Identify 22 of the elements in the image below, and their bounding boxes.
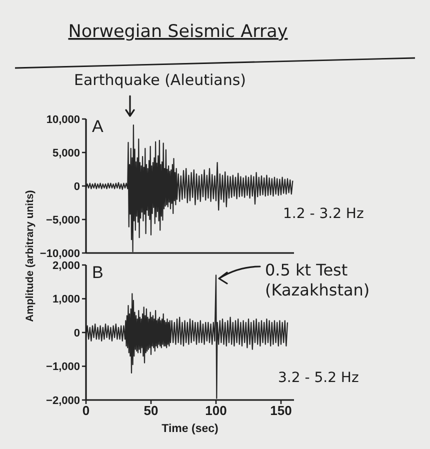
y-tick-label: 5,000 bbox=[52, 147, 80, 160]
x-tick-label: 150 bbox=[270, 403, 292, 418]
x-tick-label: 100 bbox=[205, 403, 227, 418]
y-tick-label: 2,000 bbox=[52, 260, 80, 272]
y-tick-label: 0 bbox=[74, 327, 80, 340]
x-tick-label: 50 bbox=[144, 403, 158, 418]
annotation: B bbox=[92, 263, 104, 282]
y-tick-label: −5,000 bbox=[46, 214, 80, 226]
y-tick-label: 1,000 bbox=[52, 294, 80, 306]
y-tick-label: 0 bbox=[74, 180, 80, 193]
text: Earthquake (Aleutians) bbox=[74, 71, 246, 89]
annotation: 1.2 - 3.2 Hz bbox=[283, 206, 364, 222]
y-axis-title: Amplitude (arbitrary units) bbox=[24, 190, 36, 322]
annotation: 0.5 kt Test (Kazakhstan) bbox=[265, 260, 370, 300]
y-tick-label: 10,000 bbox=[46, 114, 80, 126]
annotation: A bbox=[92, 117, 104, 136]
y-tick-label: −2,000 bbox=[46, 394, 80, 407]
x-axis-title: Time (sec) bbox=[162, 423, 218, 435]
annotation: 3.2 - 5.2 Hz bbox=[278, 370, 359, 386]
y-tick-label: −1,000 bbox=[46, 361, 80, 374]
y-tick-label: −10,000 bbox=[40, 248, 80, 260]
chart-title: Norwegian Seismic Array bbox=[68, 22, 288, 42]
